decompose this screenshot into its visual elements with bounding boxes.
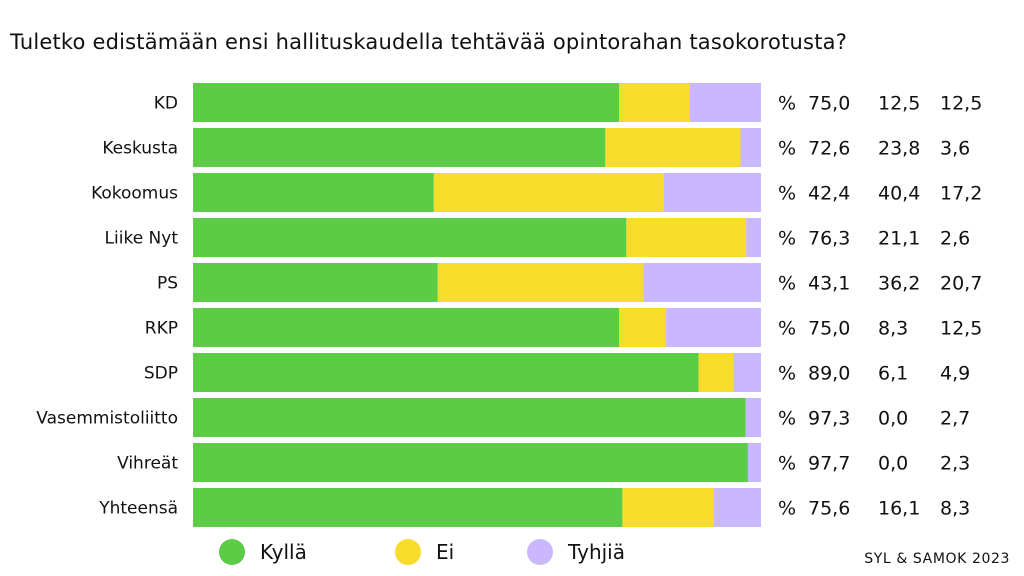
legend-label-tyhjiä: Tyhjiä: [567, 540, 625, 564]
value-prefix: %: [778, 498, 796, 520]
bar-liike-nyt-kyllä: [193, 218, 627, 257]
category-label: SDP: [144, 364, 178, 384]
data-label: 42,4: [808, 183, 850, 205]
data-label: 21,1: [878, 228, 920, 250]
data-label: 75,6: [808, 498, 850, 520]
legend-swatch-tyhjiä: [527, 539, 553, 565]
bar-kokoomus-tyhjiä: [663, 173, 761, 212]
value-prefix: %: [778, 228, 796, 250]
data-label: 8,3: [878, 318, 908, 340]
bar-keskusta-tyhjiä: [740, 128, 761, 167]
data-label: 16,1: [878, 498, 920, 520]
bar-ps-ei: [437, 263, 644, 302]
bar-keskusta-kyllä: [193, 128, 606, 167]
value-prefix: %: [778, 183, 796, 205]
category-label: Liike Nyt: [105, 229, 179, 249]
data-label: 43,1: [808, 273, 850, 295]
data-label: 36,2: [878, 273, 920, 295]
data-label: 0,0: [878, 408, 908, 430]
category-label: Vasemmistoliitto: [36, 409, 178, 429]
value-prefix: %: [778, 273, 796, 295]
value-prefix: %: [778, 318, 796, 340]
data-label: 89,0: [808, 363, 850, 385]
value-prefix: %: [778, 93, 796, 115]
category-label: Kokoomus: [91, 184, 178, 204]
category-label: Yhteensä: [98, 499, 178, 519]
legend: Kyllä Ei Tyhjiä: [219, 539, 625, 565]
bar-sdp-tyhjiä: [733, 353, 761, 392]
data-label: 72,6: [808, 138, 850, 160]
bar-yhteensä-tyhjiä: [713, 488, 761, 527]
data-label: 4,9: [940, 363, 970, 385]
data-label: 12,5: [878, 93, 920, 115]
legend-swatch-kyllä: [219, 539, 245, 565]
bar-vasemmistoliitto-kyllä: [193, 398, 746, 437]
category-label: Vihreät: [117, 454, 178, 474]
value-prefix: %: [778, 363, 796, 385]
bar-liike-nyt-tyhjiä: [746, 218, 761, 257]
bar-kokoomus-kyllä: [193, 173, 434, 212]
legend-label-ei: Ei: [436, 540, 454, 564]
bar-sdp-ei: [698, 353, 734, 392]
bar-rkp-tyhjiä: [666, 308, 761, 347]
bar-sdp-kyllä: [193, 353, 699, 392]
data-label: 3,6: [940, 138, 970, 160]
bar-yhteensä-kyllä: [193, 488, 623, 527]
bar-vihreät-tyhjiä: [747, 443, 761, 482]
data-label: 8,3: [940, 498, 970, 520]
bar-kokoomus-ei: [433, 173, 664, 212]
bar-kd-ei: [619, 83, 690, 122]
data-label: 97,7: [808, 453, 850, 475]
category-label: KD: [154, 94, 178, 114]
chart-title: Tuletko edistämään ensi hallituskaudella…: [10, 30, 848, 54]
data-label: 2,6: [940, 228, 970, 250]
value-prefix: %: [778, 408, 796, 430]
bar-ps-kyllä: [193, 263, 438, 302]
bar-vihreät-kyllä: [193, 443, 748, 482]
bar-vasemmistoliitto-tyhjiä: [745, 398, 761, 437]
bar-keskusta-ei: [605, 128, 741, 167]
category-label: Keskusta: [102, 139, 178, 159]
bar-rkp-ei: [619, 308, 667, 347]
data-label: 40,4: [878, 183, 920, 205]
bar-ps-tyhjiä: [643, 263, 761, 302]
legend-label-kyllä: Kyllä: [260, 540, 307, 564]
data-label: 2,3: [940, 453, 970, 475]
category-labels-layer: KD Keskusta Kokoomus Liike Nyt PS RKP SDP Vasem…: [36, 94, 178, 519]
bar-liike-nyt-ei: [626, 218, 747, 257]
data-label: 97,3: [808, 408, 850, 430]
data-label: 2,7: [940, 408, 970, 430]
data-label: 6,1: [878, 363, 908, 385]
value-prefix: %: [778, 138, 796, 160]
value-prefix: %: [778, 453, 796, 475]
bars-layer: [193, 83, 761, 527]
legend-swatch-ei: [395, 539, 421, 565]
data-label: 23,8: [878, 138, 920, 160]
data-label: 75,0: [808, 318, 850, 340]
bar-kd-kyllä: [193, 83, 619, 122]
data-label: 17,2: [940, 183, 982, 205]
value-labels-layer: % 75,0 12,5 12,5% 72,6 23,8 3,6% 42,4 40,4 17,2% 7…: [778, 93, 982, 520]
bar-kd-tyhjiä: [690, 83, 761, 122]
bar-rkp-kyllä: [193, 308, 619, 347]
data-label: 76,3: [808, 228, 850, 250]
data-label: 75,0: [808, 93, 850, 115]
source-credit: SYL & SAMOK 2023: [864, 551, 1010, 567]
category-label: RKP: [145, 319, 178, 339]
data-label: 20,7: [940, 273, 982, 295]
data-label: 12,5: [940, 318, 982, 340]
data-label: 0,0: [878, 453, 908, 475]
category-label: PS: [157, 274, 178, 294]
data-label: 12,5: [940, 93, 982, 115]
bar-yhteensä-ei: [622, 488, 714, 527]
